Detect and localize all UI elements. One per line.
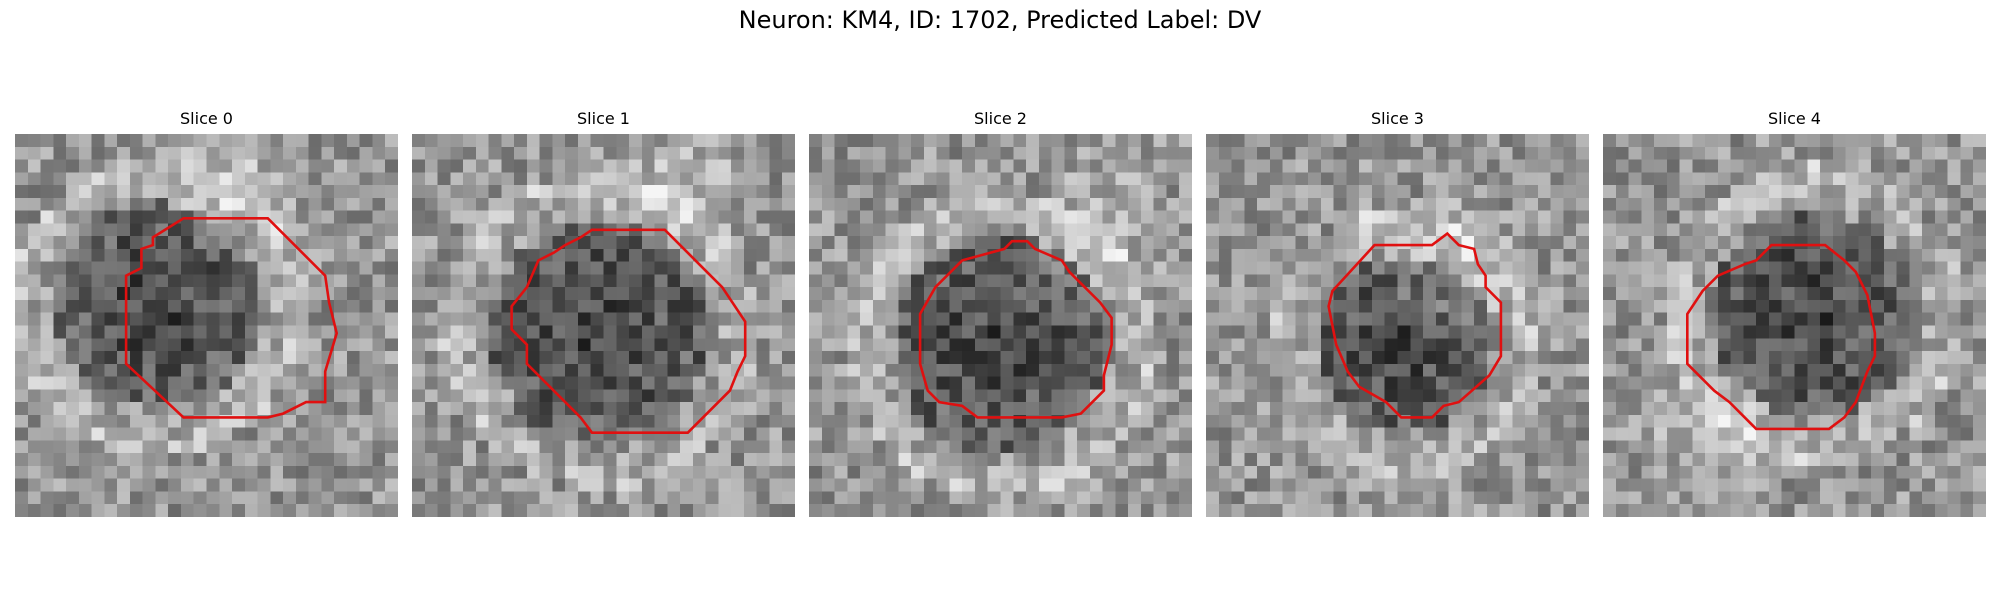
slice-title: Slice 3 bbox=[1371, 109, 1424, 128]
segmentation-contour bbox=[124, 217, 339, 419]
slice-title: Slice 4 bbox=[1768, 109, 1821, 128]
slice-panel-1: Slice 1 bbox=[412, 108, 795, 517]
microscopy-slice-image bbox=[1206, 134, 1589, 517]
microscopy-slice-image bbox=[15, 134, 398, 517]
pixel-grid bbox=[809, 134, 1192, 517]
slice-panel-2: Slice 2 bbox=[809, 108, 1192, 517]
slice-panel-4: Slice 4 bbox=[1603, 108, 1986, 517]
slice-title: Slice 1 bbox=[577, 109, 630, 128]
segmentation-contour bbox=[1686, 243, 1877, 431]
segmentation-contour bbox=[510, 228, 747, 435]
slice-title: Slice 2 bbox=[974, 109, 1027, 128]
pixel-grid bbox=[412, 134, 795, 517]
microscopy-slice-image bbox=[1603, 134, 1986, 517]
figure-title: Neuron: KM4, ID: 1702, Predicted Label: … bbox=[738, 6, 1262, 34]
slice-panel-0: Slice 0 bbox=[15, 108, 398, 517]
slice-panel-3: Slice 3 bbox=[1206, 108, 1589, 517]
pixel-grid bbox=[15, 134, 398, 517]
microscopy-slice-image bbox=[809, 134, 1192, 517]
segmentation-contour bbox=[1327, 231, 1503, 419]
slice-title: Slice 0 bbox=[180, 109, 233, 128]
pixel-grid bbox=[1206, 134, 1589, 517]
segmentation-contour bbox=[918, 239, 1113, 419]
microscopy-slice-image bbox=[412, 134, 795, 517]
pixel-grid bbox=[1603, 134, 1986, 517]
